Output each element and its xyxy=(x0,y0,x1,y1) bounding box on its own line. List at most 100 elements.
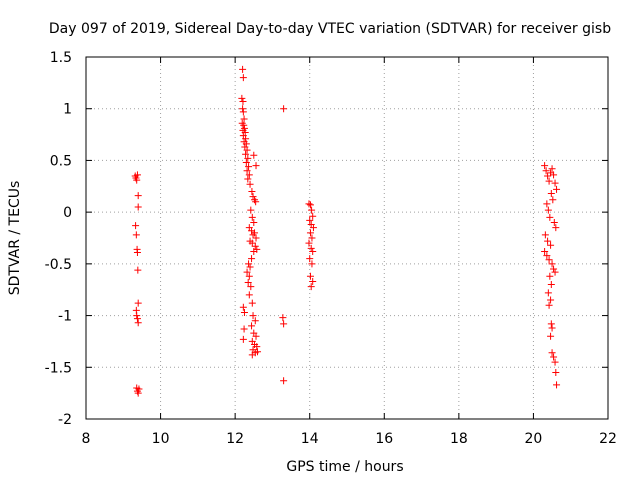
data-point xyxy=(133,176,141,184)
data-point xyxy=(133,312,141,320)
data-point xyxy=(542,167,550,175)
data-point xyxy=(247,206,255,214)
data-point xyxy=(134,266,142,274)
data-point xyxy=(547,296,555,304)
data-point xyxy=(245,272,253,280)
data-point xyxy=(308,234,316,242)
data-point xyxy=(239,108,247,116)
data-point xyxy=(279,314,287,322)
data-point xyxy=(248,255,256,263)
data-point xyxy=(550,171,558,179)
data-point xyxy=(307,244,315,252)
data-point xyxy=(546,213,554,221)
data-point xyxy=(252,198,260,206)
data-point xyxy=(550,353,558,361)
data-point xyxy=(548,324,556,332)
data-point xyxy=(243,268,251,276)
data-point xyxy=(134,299,142,307)
data-point xyxy=(280,320,288,328)
data-point xyxy=(239,303,247,311)
y-axis-label: SDTVAR / TECUs xyxy=(7,181,23,296)
data-point xyxy=(309,277,317,285)
data-point xyxy=(246,180,254,188)
data-point xyxy=(541,162,549,170)
data-point xyxy=(243,167,251,175)
data-point xyxy=(251,242,259,250)
data-point xyxy=(254,348,262,356)
data-point xyxy=(548,349,556,357)
y-tick-labels: -2 -1.5 -1 -0.5 0 0.5 1 1.5 xyxy=(45,50,72,428)
gridlines xyxy=(86,57,608,419)
data-point xyxy=(252,332,260,340)
y-tick-label: -2 xyxy=(58,412,72,428)
data-point xyxy=(240,121,248,129)
data-point xyxy=(309,212,317,220)
data-point xyxy=(306,255,314,263)
data-point xyxy=(251,317,259,325)
data-point xyxy=(551,268,559,276)
x-tick-labels: 8 10 12 14 16 18 20 22 xyxy=(82,431,617,447)
data-point xyxy=(249,231,257,239)
data-point xyxy=(240,115,248,123)
data-point xyxy=(541,231,549,239)
data-point xyxy=(244,154,252,162)
data-point xyxy=(544,289,552,297)
data-point xyxy=(548,260,556,268)
data-point xyxy=(246,263,254,271)
data-point xyxy=(239,335,247,343)
data-point xyxy=(242,150,250,158)
data-point xyxy=(132,231,140,239)
data-point xyxy=(543,252,551,260)
data-point xyxy=(551,179,559,187)
y-tick-label: -1.5 xyxy=(45,360,72,376)
data-point xyxy=(248,299,256,307)
data-points xyxy=(131,65,561,397)
data-point xyxy=(243,146,251,154)
data-point xyxy=(547,320,555,328)
data-point xyxy=(238,94,246,102)
chart-title: Day 097 of 2019, Sidereal Day-to-day VTE… xyxy=(49,21,611,37)
axis-ticks xyxy=(85,56,609,420)
data-point xyxy=(280,377,288,385)
data-point xyxy=(547,281,555,289)
x-axis-label: GPS time / hours xyxy=(286,459,403,475)
data-point xyxy=(248,213,256,221)
data-point xyxy=(133,248,141,256)
data-point xyxy=(553,185,561,193)
data-point xyxy=(544,172,552,180)
data-point xyxy=(550,265,558,273)
data-point xyxy=(132,222,140,230)
data-point xyxy=(239,105,247,113)
data-point xyxy=(133,171,141,179)
data-point xyxy=(541,247,549,255)
data-point xyxy=(253,343,261,351)
data-point xyxy=(305,239,313,247)
data-point xyxy=(250,247,258,255)
plot-frame xyxy=(85,56,609,420)
data-point xyxy=(250,218,258,226)
data-point xyxy=(248,322,256,330)
data-point xyxy=(306,216,314,224)
data-point xyxy=(309,247,317,255)
data-point xyxy=(551,358,559,366)
data-point xyxy=(249,312,257,320)
data-point xyxy=(250,151,258,159)
data-point xyxy=(134,192,142,200)
data-point xyxy=(553,381,561,389)
data-point xyxy=(248,351,256,359)
data-point xyxy=(545,256,553,264)
data-point xyxy=(308,206,316,214)
data-point xyxy=(544,206,552,214)
data-point xyxy=(135,385,143,393)
data-point xyxy=(242,140,250,148)
data-point xyxy=(306,229,314,237)
data-point xyxy=(307,283,315,291)
data-point xyxy=(252,234,260,242)
data-point xyxy=(239,74,247,82)
data-point xyxy=(306,201,314,209)
data-point xyxy=(547,332,555,340)
data-point xyxy=(240,308,248,316)
data-point xyxy=(550,218,558,226)
data-point xyxy=(552,368,560,376)
y-tick-label: -1 xyxy=(58,309,72,325)
